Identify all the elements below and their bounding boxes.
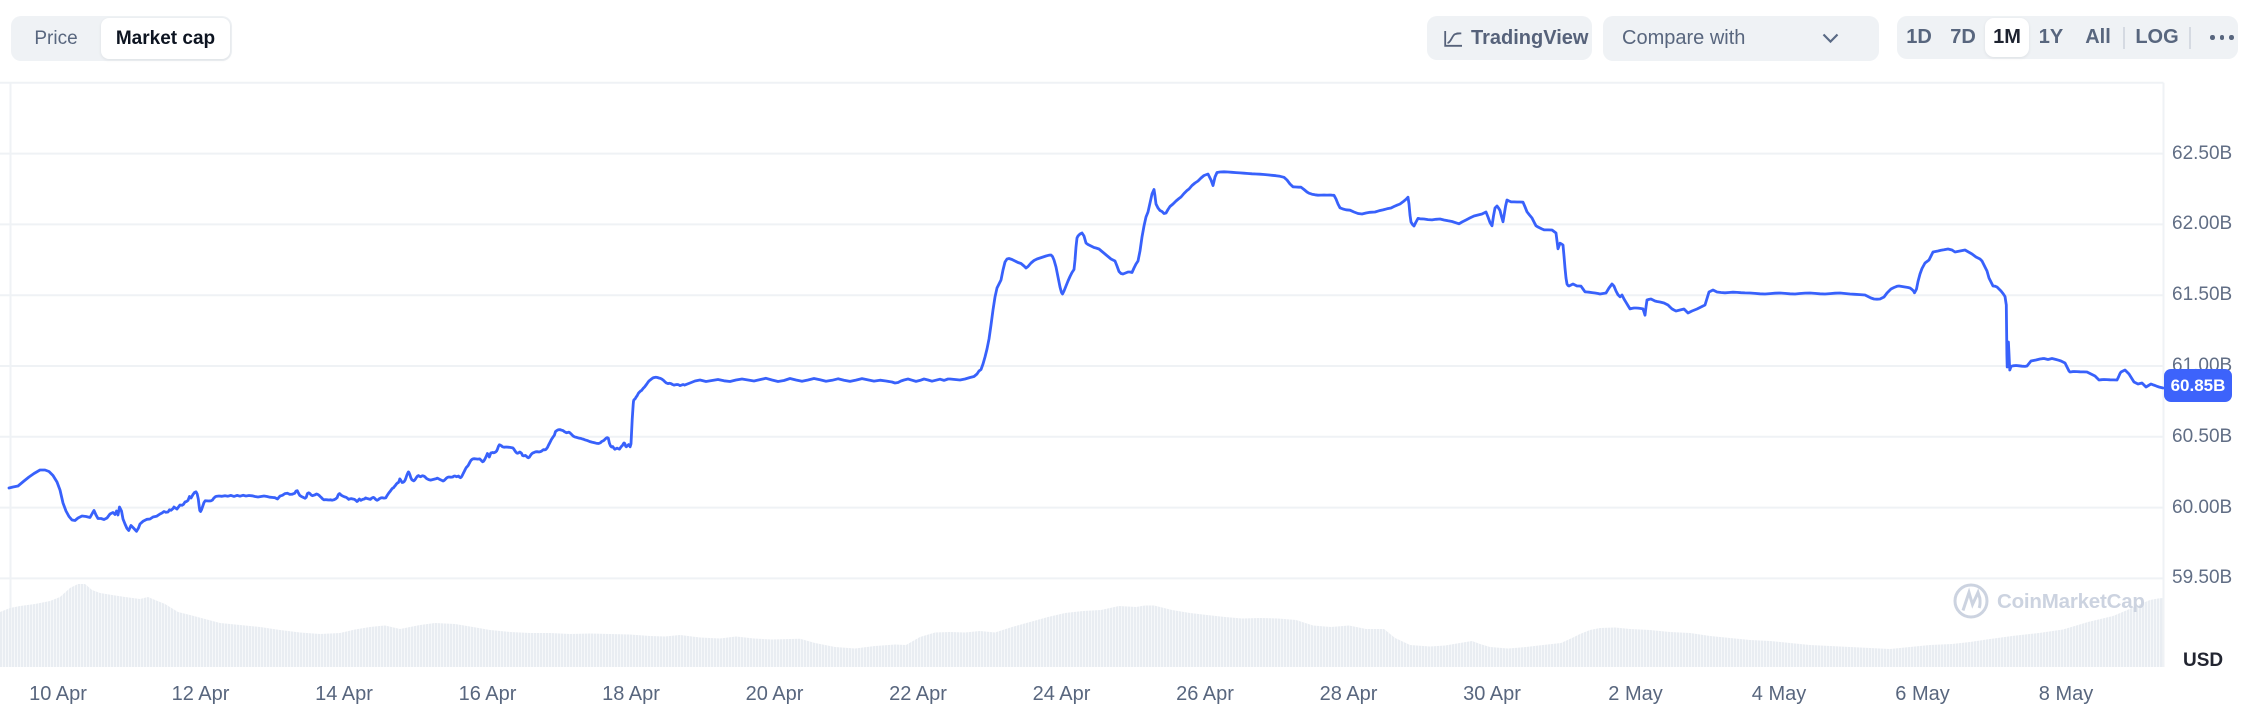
svg-text:CoinMarketCap: CoinMarketCap: [1997, 590, 2145, 613]
